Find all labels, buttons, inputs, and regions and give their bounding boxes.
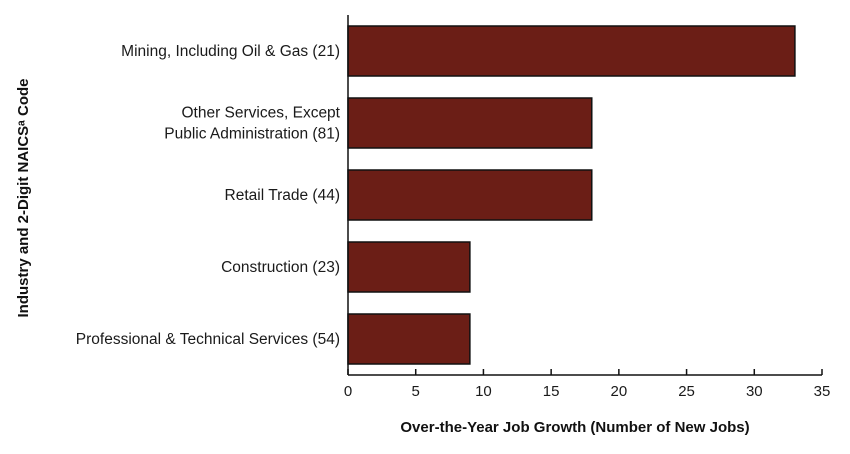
x-tick-label-0: 0 xyxy=(344,383,352,400)
category-label-4-line-0: Professional & Technical Services (54) xyxy=(76,331,340,348)
bar-0 xyxy=(347,25,796,77)
x-tick-label-2: 10 xyxy=(475,383,492,400)
x-tick-label-3: 15 xyxy=(543,383,560,400)
category-label-4: Professional & Technical Services (54) xyxy=(76,331,340,348)
x-tick-label-1: 5 xyxy=(412,383,420,400)
category-labels: Mining, Including Oil & Gas (21) Other Se… xyxy=(76,43,341,348)
category-label-1-line-1: Public Administration (81) xyxy=(164,126,340,143)
category-label-3-line-0: Construction (23) xyxy=(221,259,340,276)
category-label-0: Mining, Including Oil & Gas (21) xyxy=(121,43,340,60)
x-tick-label-4: 20 xyxy=(611,383,628,400)
category-label-3: Construction (23) xyxy=(221,259,340,276)
x-tick-label-7: 35 xyxy=(814,383,831,400)
category-label-2: Retail Trade (44) xyxy=(225,187,340,204)
x-tick-label-6: 30 xyxy=(746,383,763,400)
category-label-2-line-0: Retail Trade (44) xyxy=(225,187,340,204)
x-axis-ticks: 0 5 10 15 20 25 30 35 xyxy=(344,369,831,400)
bar-1 xyxy=(347,97,593,149)
category-label-0-line-0: Mining, Including Oil & Gas (21) xyxy=(121,43,340,60)
bars-group xyxy=(347,25,796,365)
y-axis-title: Industry and 2-Digit NAICSᵃ Code xyxy=(15,78,32,317)
category-label-1: Other Services, Except Public Administrat… xyxy=(164,105,340,143)
category-label-1-line-0: Other Services, Except xyxy=(181,105,340,122)
bar-4 xyxy=(347,313,471,365)
bar-2 xyxy=(347,169,593,221)
x-tick-label-5: 25 xyxy=(678,383,695,400)
bar-3 xyxy=(347,241,471,293)
x-axis-title: Over-the-Year Job Growth (Number of New … xyxy=(400,419,749,436)
